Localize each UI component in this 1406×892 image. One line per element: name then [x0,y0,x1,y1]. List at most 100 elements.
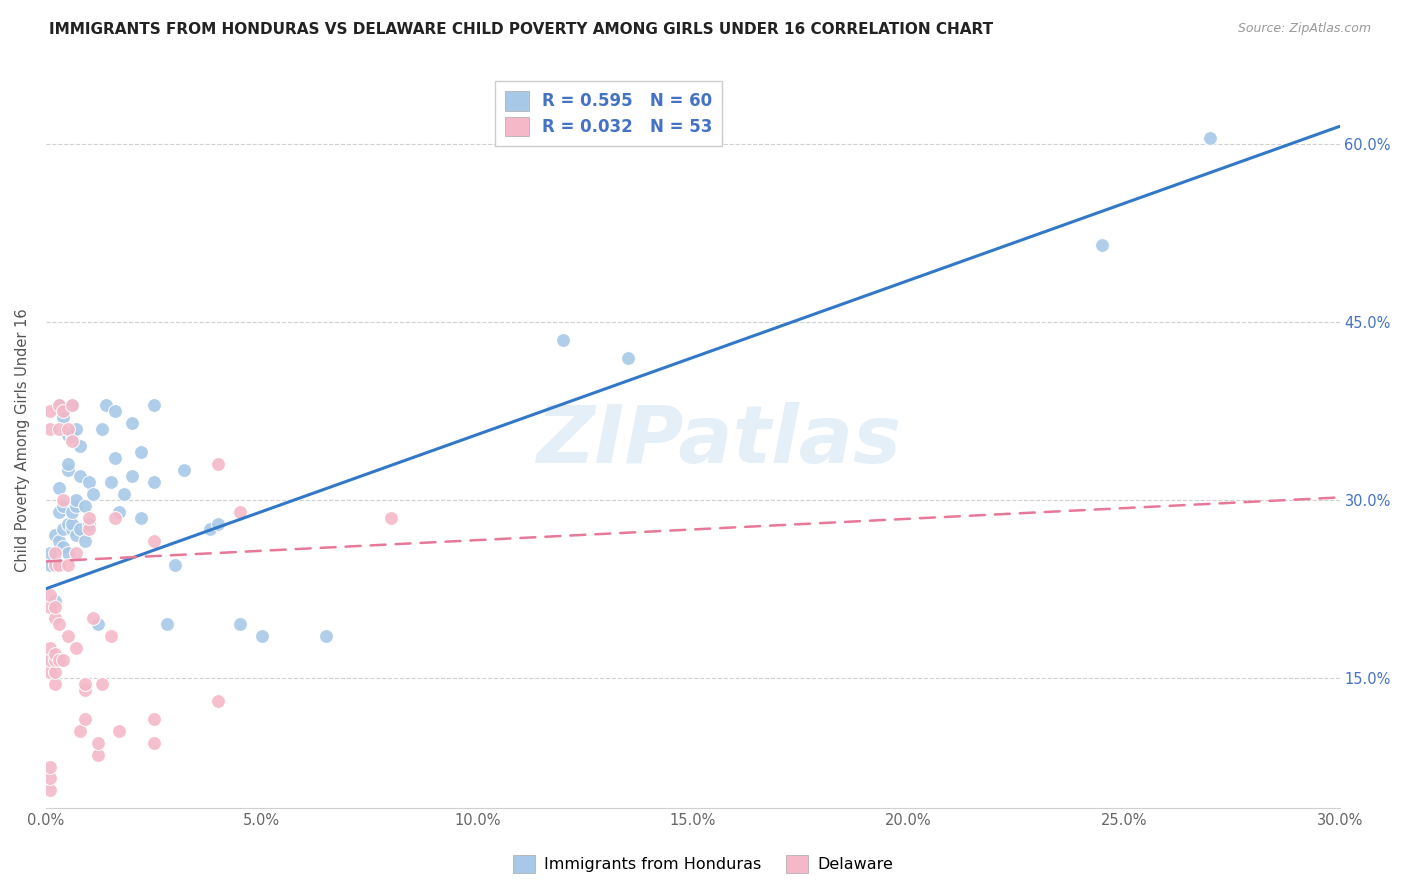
Point [44,593,66,607]
Point [65,499,87,513]
Point [44,676,66,690]
Point [56,422,79,436]
Point [108,724,131,739]
Point [77,475,100,489]
Point [142,534,165,549]
Point [65,422,87,436]
Point [44,546,66,560]
Point [112,487,135,501]
Point [315,629,337,643]
Point [77,516,100,531]
Point [82,611,104,625]
Legend: R = 0.595   N = 60, R = 0.032   N = 53: R = 0.595 N = 60, R = 0.032 N = 53 [495,81,723,146]
Point [142,475,165,489]
Point [142,398,165,412]
Point [129,510,152,524]
Point [65,546,87,560]
Point [39,599,62,614]
Text: IMMIGRANTS FROM HONDURAS VS DELAWARE CHILD POVERTY AMONG GIRLS UNDER 16 CORRELAT: IMMIGRANTS FROM HONDURAS VS DELAWARE CHI… [49,22,993,37]
Legend: Immigrants from Honduras, Delaware: Immigrants from Honduras, Delaware [506,848,900,880]
Point [60,505,83,519]
Point [207,516,229,531]
Point [39,772,62,786]
Point [60,434,83,448]
Point [198,523,221,537]
Point [250,629,273,643]
Point [65,528,87,542]
Y-axis label: Child Poverty Among Girls Under 16: Child Poverty Among Girls Under 16 [15,309,30,573]
Point [207,457,229,471]
Point [77,510,100,524]
Point [108,505,131,519]
Point [207,694,229,708]
Point [100,475,122,489]
Point [48,653,70,667]
Point [121,469,143,483]
Point [121,416,143,430]
Point [56,516,79,531]
Point [173,463,195,477]
Point [44,653,66,667]
Point [39,653,62,667]
Point [48,481,70,495]
Point [44,611,66,625]
Point [52,499,75,513]
Point [82,487,104,501]
Point [100,629,122,643]
Point [56,463,79,477]
Point [87,747,110,762]
Point [44,599,66,614]
Point [229,505,252,519]
Point [48,398,70,412]
Point [77,523,100,537]
Point [39,665,62,679]
Point [52,540,75,554]
Point [44,665,66,679]
Point [52,409,75,424]
Point [617,351,640,365]
Point [73,534,96,549]
Point [52,404,75,418]
Point [39,759,62,773]
Point [48,617,70,632]
Point [44,528,66,542]
Point [87,736,110,750]
Point [553,333,575,347]
Point [60,427,83,442]
Point [56,427,79,442]
Point [69,469,91,483]
Point [129,445,152,459]
Point [60,523,83,537]
Point [39,558,62,572]
Point [60,516,83,531]
Point [65,492,87,507]
Point [1091,238,1114,252]
Point [44,558,66,572]
Point [39,422,62,436]
Point [52,492,75,507]
Point [91,422,114,436]
Point [104,451,127,466]
Point [104,404,127,418]
Point [48,398,70,412]
Point [142,712,165,726]
Point [91,676,114,690]
Point [60,398,83,412]
Text: Source: ZipAtlas.com: Source: ZipAtlas.com [1237,22,1371,36]
Point [69,523,91,537]
Point [104,510,127,524]
Point [56,629,79,643]
Point [1199,131,1222,145]
Point [39,588,62,602]
Point [73,712,96,726]
Point [39,546,62,560]
Point [87,617,110,632]
Point [69,724,91,739]
Point [60,398,83,412]
Point [73,676,96,690]
Point [56,546,79,560]
Point [165,558,187,572]
Point [39,783,62,797]
Point [380,510,402,524]
Point [39,640,62,655]
